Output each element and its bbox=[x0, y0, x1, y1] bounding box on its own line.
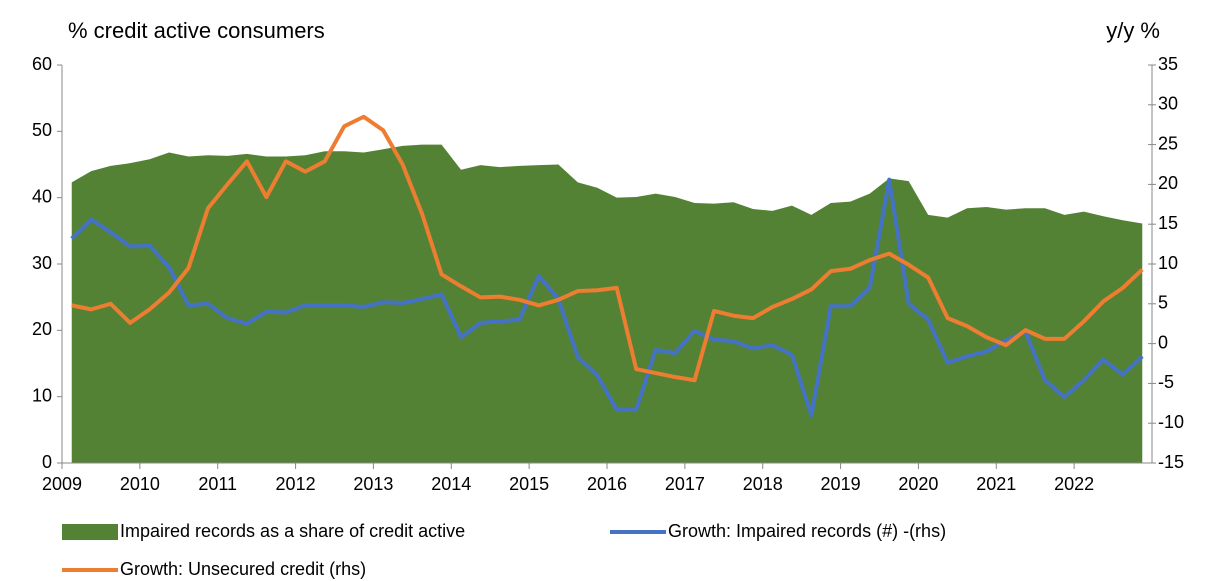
y-tick-label: 20 bbox=[32, 319, 52, 339]
y-tick-label: 30 bbox=[32, 253, 52, 273]
legend-swatch bbox=[62, 524, 118, 540]
x-tick-label: 2015 bbox=[509, 474, 549, 494]
y2-tick-label: 30 bbox=[1158, 94, 1178, 114]
y2-tick-label: 20 bbox=[1158, 173, 1178, 193]
y-tick-label: 50 bbox=[32, 120, 52, 140]
x-tick-label: 2013 bbox=[353, 474, 393, 494]
x-tick-label: 2020 bbox=[898, 474, 938, 494]
y2-tick-label: 25 bbox=[1158, 133, 1178, 153]
y-tick-label: 0 bbox=[42, 452, 52, 472]
legend-label: Growth: Unsecured credit (rhs) bbox=[120, 559, 366, 579]
y2-tick-label: 10 bbox=[1158, 253, 1178, 273]
x-tick-label: 2010 bbox=[120, 474, 160, 494]
x-tick-label: 2019 bbox=[821, 474, 861, 494]
y2-tick-label: 15 bbox=[1158, 213, 1178, 233]
y2-tick-label: -15 bbox=[1158, 452, 1184, 472]
y-tick-label: 10 bbox=[32, 385, 52, 405]
y-tick-label: 60 bbox=[32, 54, 52, 74]
y2-tick-label: 0 bbox=[1158, 332, 1168, 352]
x-tick-label: 2018 bbox=[743, 474, 783, 494]
x-tick-label: 2016 bbox=[587, 474, 627, 494]
x-tick-label: 2017 bbox=[665, 474, 705, 494]
line bbox=[70, 177, 1144, 418]
y2-tick-label: 35 bbox=[1158, 54, 1178, 74]
y2-tick-label: -10 bbox=[1158, 412, 1184, 432]
y2-tick-label: -5 bbox=[1158, 372, 1174, 392]
x-tick-label: 2014 bbox=[431, 474, 471, 494]
x-tick-label: 2009 bbox=[42, 474, 82, 494]
legend-label: Impaired records as a share of credit ac… bbox=[120, 521, 465, 541]
x-tick-label: 2012 bbox=[276, 474, 316, 494]
y-tick-label: 40 bbox=[32, 186, 52, 206]
y2-tick-label: 5 bbox=[1158, 293, 1168, 313]
legend-label: Growth: Impaired records (#) -(rhs) bbox=[668, 521, 946, 541]
x-tick-label: 2021 bbox=[976, 474, 1016, 494]
line bbox=[71, 114, 1144, 383]
area bbox=[71, 144, 1143, 463]
x-tick-label: 2022 bbox=[1054, 474, 1094, 494]
y2-axis-title: y/y % bbox=[1106, 18, 1160, 43]
x-tick-label: 2011 bbox=[198, 474, 237, 494]
y-axis-title: % credit active consumers bbox=[68, 18, 325, 43]
